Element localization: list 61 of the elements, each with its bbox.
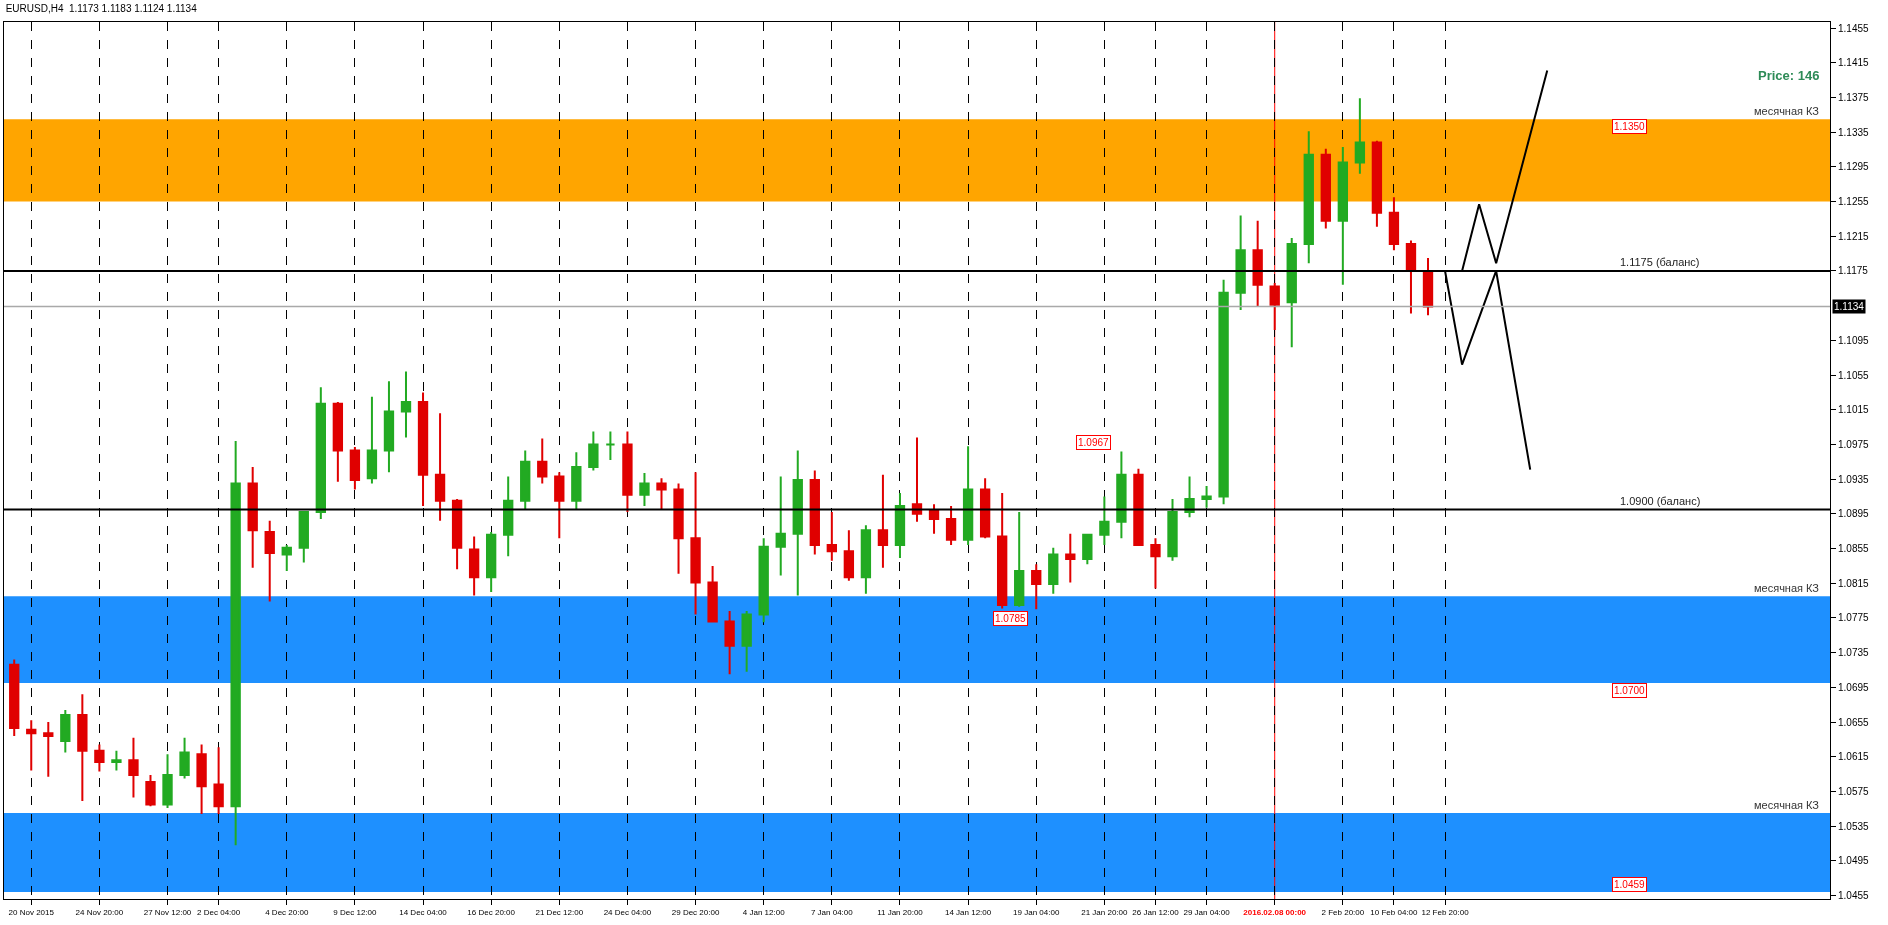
band-label: месячная КЗ (1754, 582, 1820, 594)
x-tick-label: 10 Feb 04:00 (1370, 907, 1419, 917)
chart-title: EURUSD,H4 1.1173 1.1183 1.1124 1.1134 (5, 2, 198, 14)
y-tick-label: 1.0455 (1838, 890, 1870, 902)
x-tick-label: 21 Dec 12:00 (535, 907, 584, 917)
band-label: месячная КЗ (1754, 105, 1820, 117)
y-tick-label: 1.1295 (1838, 161, 1870, 173)
x-tick-label: 24 Dec 04:00 (603, 907, 652, 917)
y-tick-label: 1.0655 (1838, 716, 1870, 728)
x-tick-label: 26 Jan 12:00 (1132, 907, 1180, 917)
annotation: 1.0459 (1614, 879, 1646, 890)
x-tick-label: 29 Dec 20:00 (671, 907, 720, 917)
annotation: 1.0967 (1078, 437, 1110, 448)
annotation: 1.0785 (995, 613, 1027, 624)
y-tick-label: 1.0615 (1838, 751, 1870, 763)
y-tick-label: 1.1375 (1838, 91, 1870, 103)
annotation: 1.0700 (1614, 685, 1646, 696)
x-tick-label: 4 Jan 12:00 (742, 907, 786, 917)
y-tick-label: 1.1335 (1838, 126, 1870, 138)
ref-line-label: 1.0900 (баланс) (1620, 495, 1701, 507)
y-tick-label: 1.1415 (1838, 57, 1870, 69)
x-tick-label: 27 Nov 12:00 (143, 907, 192, 917)
y-tick-label: 1.1015 (1838, 404, 1870, 416)
y-tick-label: 1.0775 (1838, 612, 1870, 624)
y-tick-label: 1.1455 (1838, 22, 1870, 34)
y-tick-label: 1.1175 (1838, 265, 1869, 277)
x-tick-label: 16 Dec 20:00 (467, 907, 516, 917)
y-tick-label: 1.0735 (1838, 647, 1870, 659)
y-tick-label: 1.1095 (1838, 334, 1870, 346)
x-tick-label: 19 Jan 04:00 (1013, 907, 1060, 917)
annotation: 1.1350 (1614, 121, 1646, 132)
y-tick-label: 1.0695 (1838, 681, 1870, 693)
y-tick-label: 1.1215 (1838, 230, 1870, 242)
x-tick-label: 14 Jan 12:00 (944, 907, 992, 917)
x-tick-label: 20 Nov 2015 (8, 907, 55, 917)
y-tick-label: 1.0855 (1838, 543, 1870, 555)
y-tick-label: 1.0895 (1838, 508, 1870, 520)
x-tick-label: 2016.02.08 00:00 (1243, 907, 1307, 917)
y-tick-label: 1.0495 (1838, 855, 1870, 867)
x-tick-label: 29 Jan 04:00 (1183, 907, 1231, 917)
x-tick-label: 21 Jan 20:00 (1081, 907, 1129, 917)
annotation: Price: 146 (1758, 68, 1820, 83)
ref-line-label: 1.1134 (1834, 301, 1865, 312)
x-tick-label: 14 Dec 04:00 (399, 907, 448, 917)
x-tick-label: 4 Dec 20:00 (265, 907, 309, 917)
x-tick-label: 24 Nov 20:00 (75, 907, 124, 917)
y-tick-label: 1.0815 (1838, 577, 1870, 589)
y-tick-label: 1.0535 (1838, 820, 1870, 832)
x-tick-label: 11 Jan 20:00 (877, 907, 924, 917)
x-tick-label: 2 Dec 04:00 (197, 907, 241, 917)
x-tick-label: 7 Jan 04:00 (810, 907, 854, 917)
band-label: месячная КЗ (1754, 799, 1820, 811)
x-tick-label: 9 Dec 12:00 (333, 907, 378, 917)
y-tick-label: 1.1255 (1838, 196, 1870, 208)
ref-line-label: 1.1175 (баланс) (1620, 256, 1700, 268)
y-tick-label: 1.0975 (1838, 438, 1870, 450)
y-tick-label: 1.1055 (1838, 369, 1870, 381)
x-tick-label: 12 Feb 20:00 (1421, 907, 1470, 917)
y-tick-label: 1.0935 (1838, 473, 1870, 485)
x-tick-label: 2 Feb 20:00 (1321, 907, 1365, 917)
y-tick-label: 1.0575 (1838, 785, 1870, 797)
